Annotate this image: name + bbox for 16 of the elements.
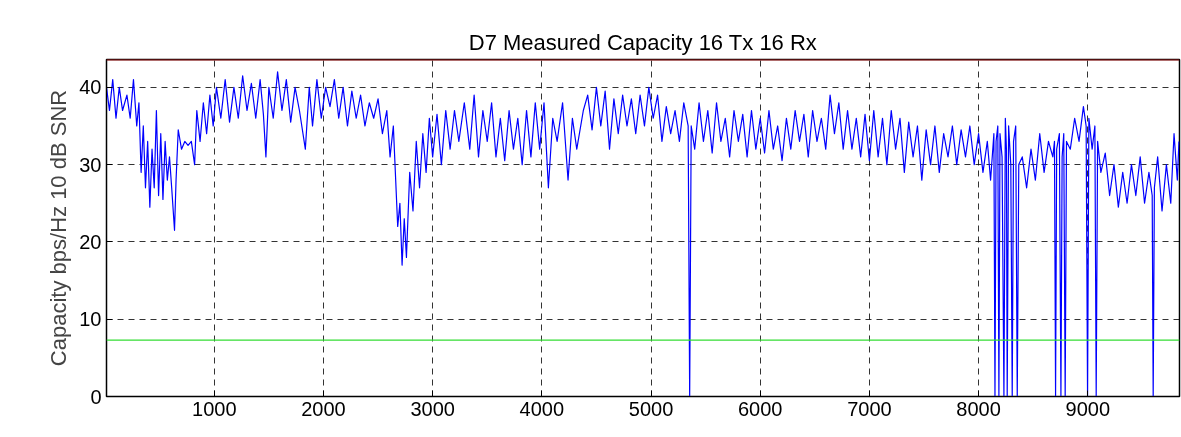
y-tick-label: 40 (79, 76, 102, 99)
x-tick-label: 1000 (192, 397, 237, 420)
x-tick-label: 6000 (737, 397, 783, 420)
y-tick-label: 20 (79, 230, 102, 253)
y-tick-label: 10 (79, 308, 102, 331)
x-tick-label: 8000 (956, 397, 1001, 420)
y-tick-label: 0 (90, 385, 102, 408)
x-tick-label: 3000 (410, 397, 455, 420)
y-axis-title: Capacity bps/Hz 10 dB SNR (46, 89, 72, 367)
chart-title: D7 Measured Capacity 16 Tx 16 Rx (468, 29, 817, 55)
x-tick-label: 7000 (847, 397, 892, 420)
x-tick-label: 2000 (301, 397, 346, 420)
x-tick-label: 4000 (519, 397, 565, 420)
y-tick-label: 30 (79, 153, 102, 176)
x-tick-label: 9000 (1065, 397, 1111, 420)
x-tick-label: 5000 (628, 397, 674, 420)
